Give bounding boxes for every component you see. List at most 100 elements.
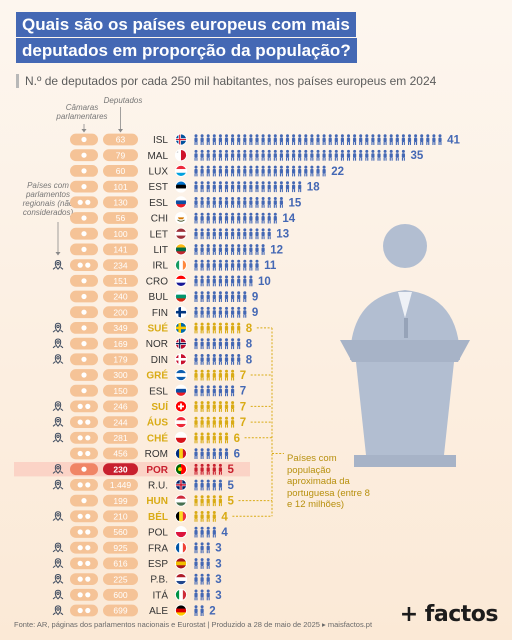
chambers-pill-18 (70, 416, 98, 428)
chamber-dot (77, 199, 83, 205)
deputies-per-250k-bar-0 (194, 134, 442, 145)
deputies-count: 600 (113, 590, 127, 600)
chamber-dot (77, 262, 83, 268)
deputies-pill-1 (103, 149, 138, 162)
country-code: CRO (146, 276, 168, 287)
chambers-pill-8 (70, 259, 98, 271)
deputies-pill-18 (103, 416, 138, 428)
deputies-pill-15 (103, 369, 138, 381)
deputies-pill-26 (103, 541, 138, 554)
deputies-pill-10 (103, 290, 138, 303)
regional-note: Países com parlamentos regionais (não co… (22, 181, 74, 217)
title-line-1: Quais são os países europeus com mais (16, 12, 356, 37)
chamber-dot (81, 231, 87, 237)
deputies-per-250k-bar-17 (194, 401, 235, 412)
country-code: ISL (153, 135, 168, 146)
value-label: 7 (240, 370, 246, 382)
value-label: 6 (234, 433, 240, 445)
flag-icon-pol-25 (174, 525, 188, 539)
deputies-count: 141 (113, 245, 127, 255)
header-chambers: Câmaras parlamentares (56, 103, 108, 121)
deputies-count: 281 (113, 433, 127, 443)
similar-population-bracket (232, 327, 284, 517)
deputies-per-250k-bar-1 (194, 149, 405, 161)
deputies-pill-28 (103, 573, 138, 585)
chamber-dot (77, 607, 83, 614)
deputies-per-250k-bar-11 (194, 306, 247, 318)
deputies-pill-30 (103, 604, 138, 617)
regional-parliament-icon-29 (52, 589, 64, 600)
flag-icon-bul-10 (174, 290, 188, 303)
regional-parliament-icon-24 (52, 511, 64, 521)
flag-icon-su-17 (174, 400, 188, 413)
regional-parliament-icon-30 (52, 605, 64, 616)
flag-icon-est-3 (174, 180, 188, 193)
deputies-per-250k-bar-26 (194, 542, 210, 554)
footer: Fonte: AR, páginas dos parlamentos nacio… (14, 620, 372, 629)
deputies-per-250k-bar-28 (194, 573, 210, 585)
value-label: 3 (215, 590, 221, 602)
chamber-dot (85, 199, 91, 205)
deputies-per-250k-bar-24 (194, 511, 216, 522)
country-code: IRL (152, 261, 168, 272)
deputies-pill-20 (103, 447, 138, 460)
chamber-dot (77, 529, 83, 535)
header-arrows (55, 107, 123, 256)
value-label: 3 (215, 543, 221, 555)
country-code: FIN (152, 308, 168, 319)
flag-icon-fin-11 (174, 306, 188, 319)
deputies-per-250k-bar-8 (194, 259, 259, 271)
chamber-dot (81, 136, 87, 143)
flag-icon-gr-15 (174, 368, 188, 382)
chamber-dot (77, 450, 83, 457)
chamber-dot (85, 529, 91, 535)
flag-icon-por-21 (174, 463, 188, 476)
regional-parliament-icon-12 (52, 322, 64, 333)
deputies-pill-3 (103, 180, 138, 193)
flag-icon-let-6 (174, 227, 188, 240)
flag-icon-ru-22 (174, 478, 188, 491)
chambers-pill-25 (70, 526, 98, 538)
flag-icon-lux-2 (174, 164, 188, 177)
footer-site: ▸ maisfactos.pt (322, 620, 373, 629)
chamber-dot (81, 325, 87, 331)
chamber-dot (77, 482, 83, 488)
brand-logo: + factos (399, 602, 499, 627)
chamber-dot (77, 403, 83, 409)
value-label: 12 (270, 244, 283, 256)
flag-icon-isl-0 (174, 133, 188, 146)
country-code: LUX (149, 167, 169, 178)
value-label: 8 (246, 323, 253, 335)
deputies-count: 56 (116, 213, 126, 223)
flag-icon-it-29 (174, 588, 188, 601)
chamber-dot (85, 607, 91, 614)
chamber-dot (81, 168, 87, 174)
regional-parliament-icon-21 (52, 464, 64, 474)
value-label: 41 (447, 135, 460, 147)
deputies-pill-29 (103, 588, 138, 601)
chamber-dot (81, 215, 87, 221)
deputies-per-250k-bar-25 (194, 526, 216, 538)
deputies-count: 60 (116, 166, 126, 176)
value-label: 15 (289, 197, 302, 209)
country-code: ROM (145, 449, 168, 460)
value-label: 18 (307, 182, 320, 194)
deputies-count: 79 (116, 150, 126, 160)
regional-parliament-icon-26 (52, 542, 64, 553)
deputies-pill-2 (103, 165, 138, 177)
regional-parliament-icon-28 (52, 573, 64, 584)
chamber-dot (81, 466, 87, 472)
deputies-per-250k-bar-20 (194, 448, 229, 459)
chamber-dot (81, 246, 87, 252)
chambers-pill-22 (70, 479, 98, 491)
country-code: SUÍ (151, 400, 168, 413)
country-code: BÉL (148, 510, 168, 523)
chambers-pill-24 (70, 510, 98, 523)
deputies-per-250k-bar-29 (194, 589, 210, 601)
value-label: 5 (228, 480, 235, 492)
flag-icon-ch-19 (174, 431, 188, 444)
chamber-dot (77, 560, 83, 567)
deputies-per-250k-bar-16 (194, 385, 235, 397)
deputies-count: 560 (113, 527, 127, 537)
